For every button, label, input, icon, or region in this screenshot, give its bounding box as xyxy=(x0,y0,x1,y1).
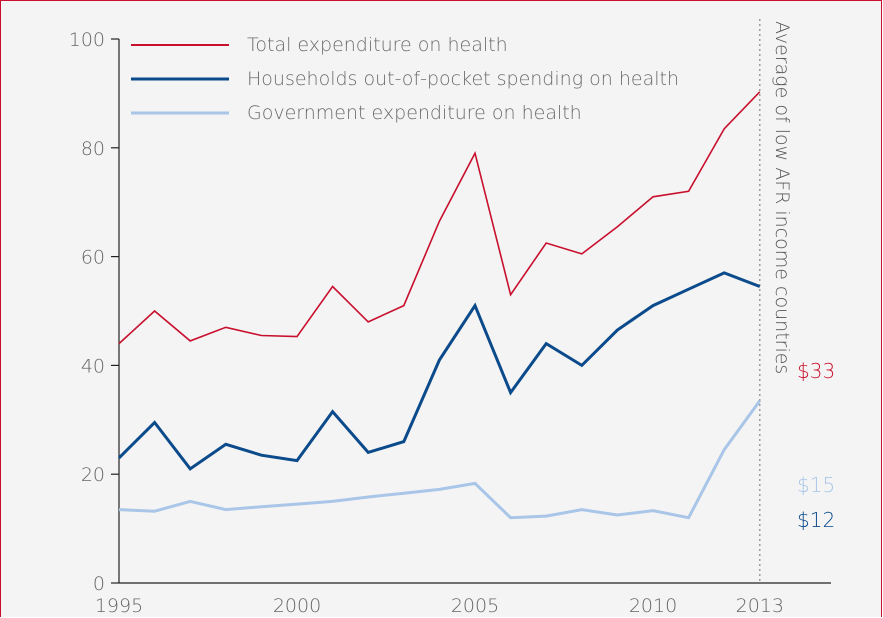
series-group xyxy=(119,92,760,518)
x-tick-label: 2010 xyxy=(629,595,677,617)
x-tick-label: 2013 xyxy=(736,595,784,617)
y-tick-label: 40 xyxy=(81,355,105,377)
end-value-label: $12 xyxy=(797,508,835,532)
series-line-0 xyxy=(119,92,760,344)
legend: Total expenditure on health Households ou… xyxy=(131,34,679,124)
x-tick-label: 2000 xyxy=(273,595,321,617)
series-line-2 xyxy=(119,401,760,518)
y-tick-label: 0 xyxy=(93,573,105,595)
legend-label-0: Total expenditure on health xyxy=(247,34,508,56)
legend-label-1: Households out-of-pocket spending on hea… xyxy=(247,68,679,90)
y-tick-label: 60 xyxy=(81,247,105,269)
reference-line-group: Average of low AFR income countries xyxy=(760,19,793,583)
x-tick-label: 2005 xyxy=(451,595,499,617)
y-tick-label: 20 xyxy=(81,464,105,486)
x-tick-label: 1995 xyxy=(95,595,143,617)
end-labels: $33 $15 $12 xyxy=(797,359,835,532)
end-value-label: $15 xyxy=(797,473,835,497)
reference-line-label: Average of low AFR income countries xyxy=(771,21,793,374)
y-tick-label: 100 xyxy=(69,29,105,51)
end-value-label: $33 xyxy=(797,359,835,383)
y-tick-label: 80 xyxy=(81,138,105,160)
legend-label-2: Government expenditure on health xyxy=(247,102,582,124)
series-line-1 xyxy=(119,273,760,469)
